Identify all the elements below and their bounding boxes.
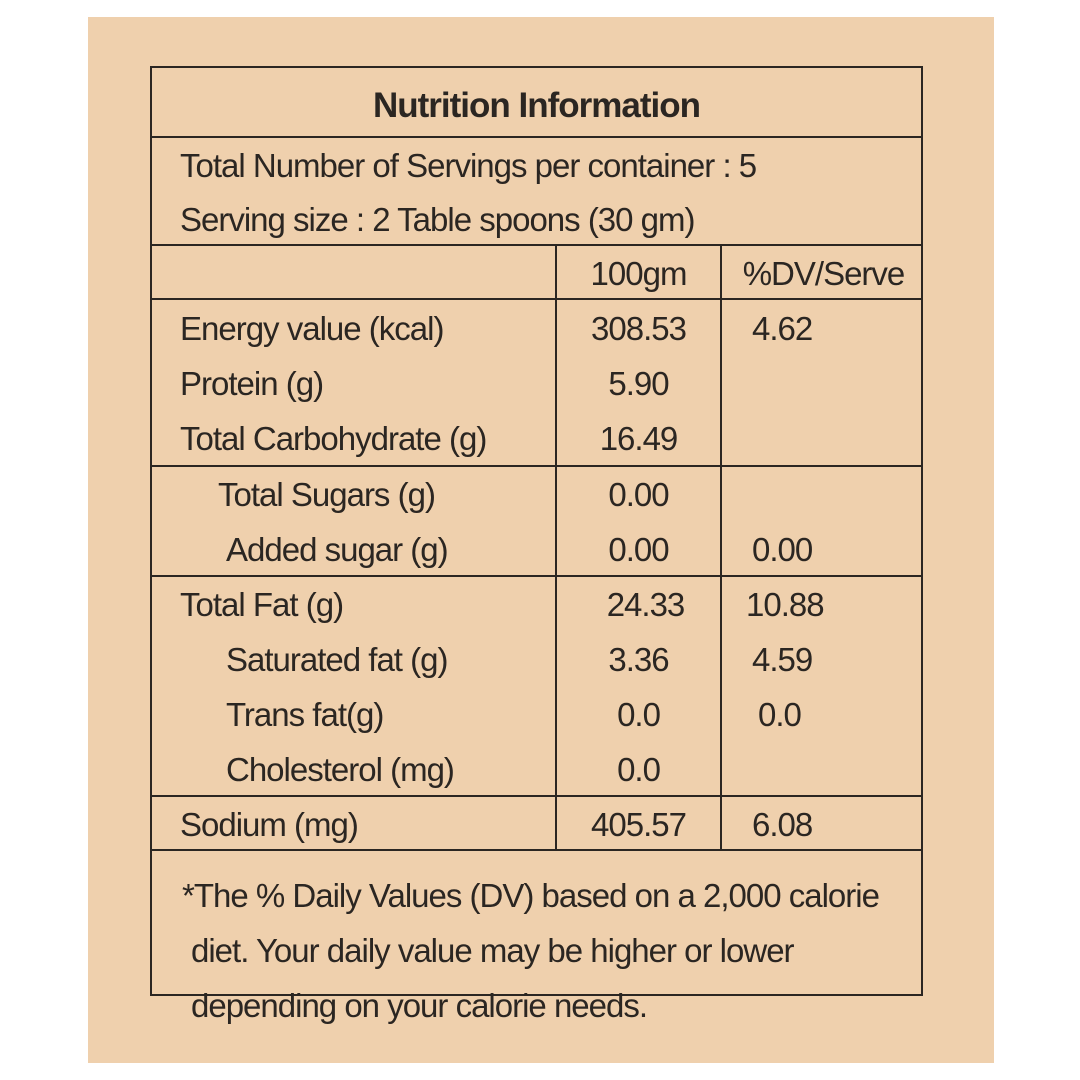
nutrition-table: Nutrition Information Total Number of Se… xyxy=(150,66,923,1024)
row-value-saturated-fat-100gm: 3.36 xyxy=(608,641,669,678)
footnote: *The % Daily Values (DV) based on a 2,00… xyxy=(182,868,912,1033)
row-value-carbohydrate-100gm: 16.49 xyxy=(599,420,679,457)
servings-per-container: Total Number of Servings per container :… xyxy=(180,147,757,184)
row-value-saturated-fat-dv: 4.59 xyxy=(752,641,813,678)
row-label-total-sugars: Total Sugars (g) xyxy=(218,476,436,513)
row-value-total-fat-dv: 10.88 xyxy=(746,586,825,623)
row-label-energy: Energy value (kcal) xyxy=(180,310,444,347)
rule-under-title xyxy=(152,136,921,138)
row-value-trans-fat-100gm: 0.0 xyxy=(617,696,661,733)
footnote-line-1: *The % Daily Values (DV) based on a 2,00… xyxy=(182,877,880,914)
column-divider-1 xyxy=(555,244,557,849)
label-background xyxy=(88,17,994,1063)
row-label-saturated-fat: Saturated fat (g) xyxy=(226,641,448,678)
column-divider-2 xyxy=(720,244,722,849)
row-value-cholesterol-100gm: 0.0 xyxy=(617,751,661,788)
footnote-line-3: depending on your calorie needs. xyxy=(191,987,648,1024)
serving-size: Serving size : 2 Table spoons (30 gm) xyxy=(180,201,696,238)
row-label-carbohydrate: Total Carbohydrate (g) xyxy=(180,420,487,457)
footnote-line-2: diet. Your daily value may be higher or … xyxy=(191,932,795,969)
row-label-total-fat: Total Fat (g) xyxy=(180,586,344,623)
row-value-total-sugars-100gm: 0.00 xyxy=(608,476,669,513)
rule-group-fat xyxy=(152,575,921,577)
row-value-added-sugar-100gm: 0.00 xyxy=(608,531,669,568)
row-value-sodium-dv: 6.08 xyxy=(752,806,813,843)
rule-under-serving xyxy=(152,244,921,246)
row-value-energy-100gm: 308.53 xyxy=(591,310,687,347)
rule-above-footnote xyxy=(152,849,921,851)
rule-group-sodium xyxy=(152,795,921,797)
row-label-protein: Protein (g) xyxy=(180,365,324,402)
row-label-trans-fat: Trans fat(g) xyxy=(226,696,384,733)
row-label-cholesterol: Cholesterol (mg) xyxy=(226,751,455,788)
column-header-dv: %DV/Serve xyxy=(742,255,906,292)
rule-under-header xyxy=(152,298,921,300)
row-value-energy-dv: 4.62 xyxy=(752,310,813,347)
row-value-total-fat-100gm: 24.33 xyxy=(606,586,686,623)
table-title: Nutrition Information xyxy=(372,86,701,125)
rule-group-sugars xyxy=(152,465,921,467)
column-header-100gm: 100gm xyxy=(590,255,688,292)
row-value-added-sugar-dv: 0.00 xyxy=(752,531,813,568)
row-label-added-sugar: Added sugar (g) xyxy=(226,531,449,568)
row-value-sodium-100gm: 405.57 xyxy=(591,806,687,843)
row-value-protein-100gm: 5.90 xyxy=(608,365,669,402)
row-label-sodium: Sodium (mg) xyxy=(180,806,359,843)
row-value-trans-fat-dv: 0.0 xyxy=(758,696,802,733)
